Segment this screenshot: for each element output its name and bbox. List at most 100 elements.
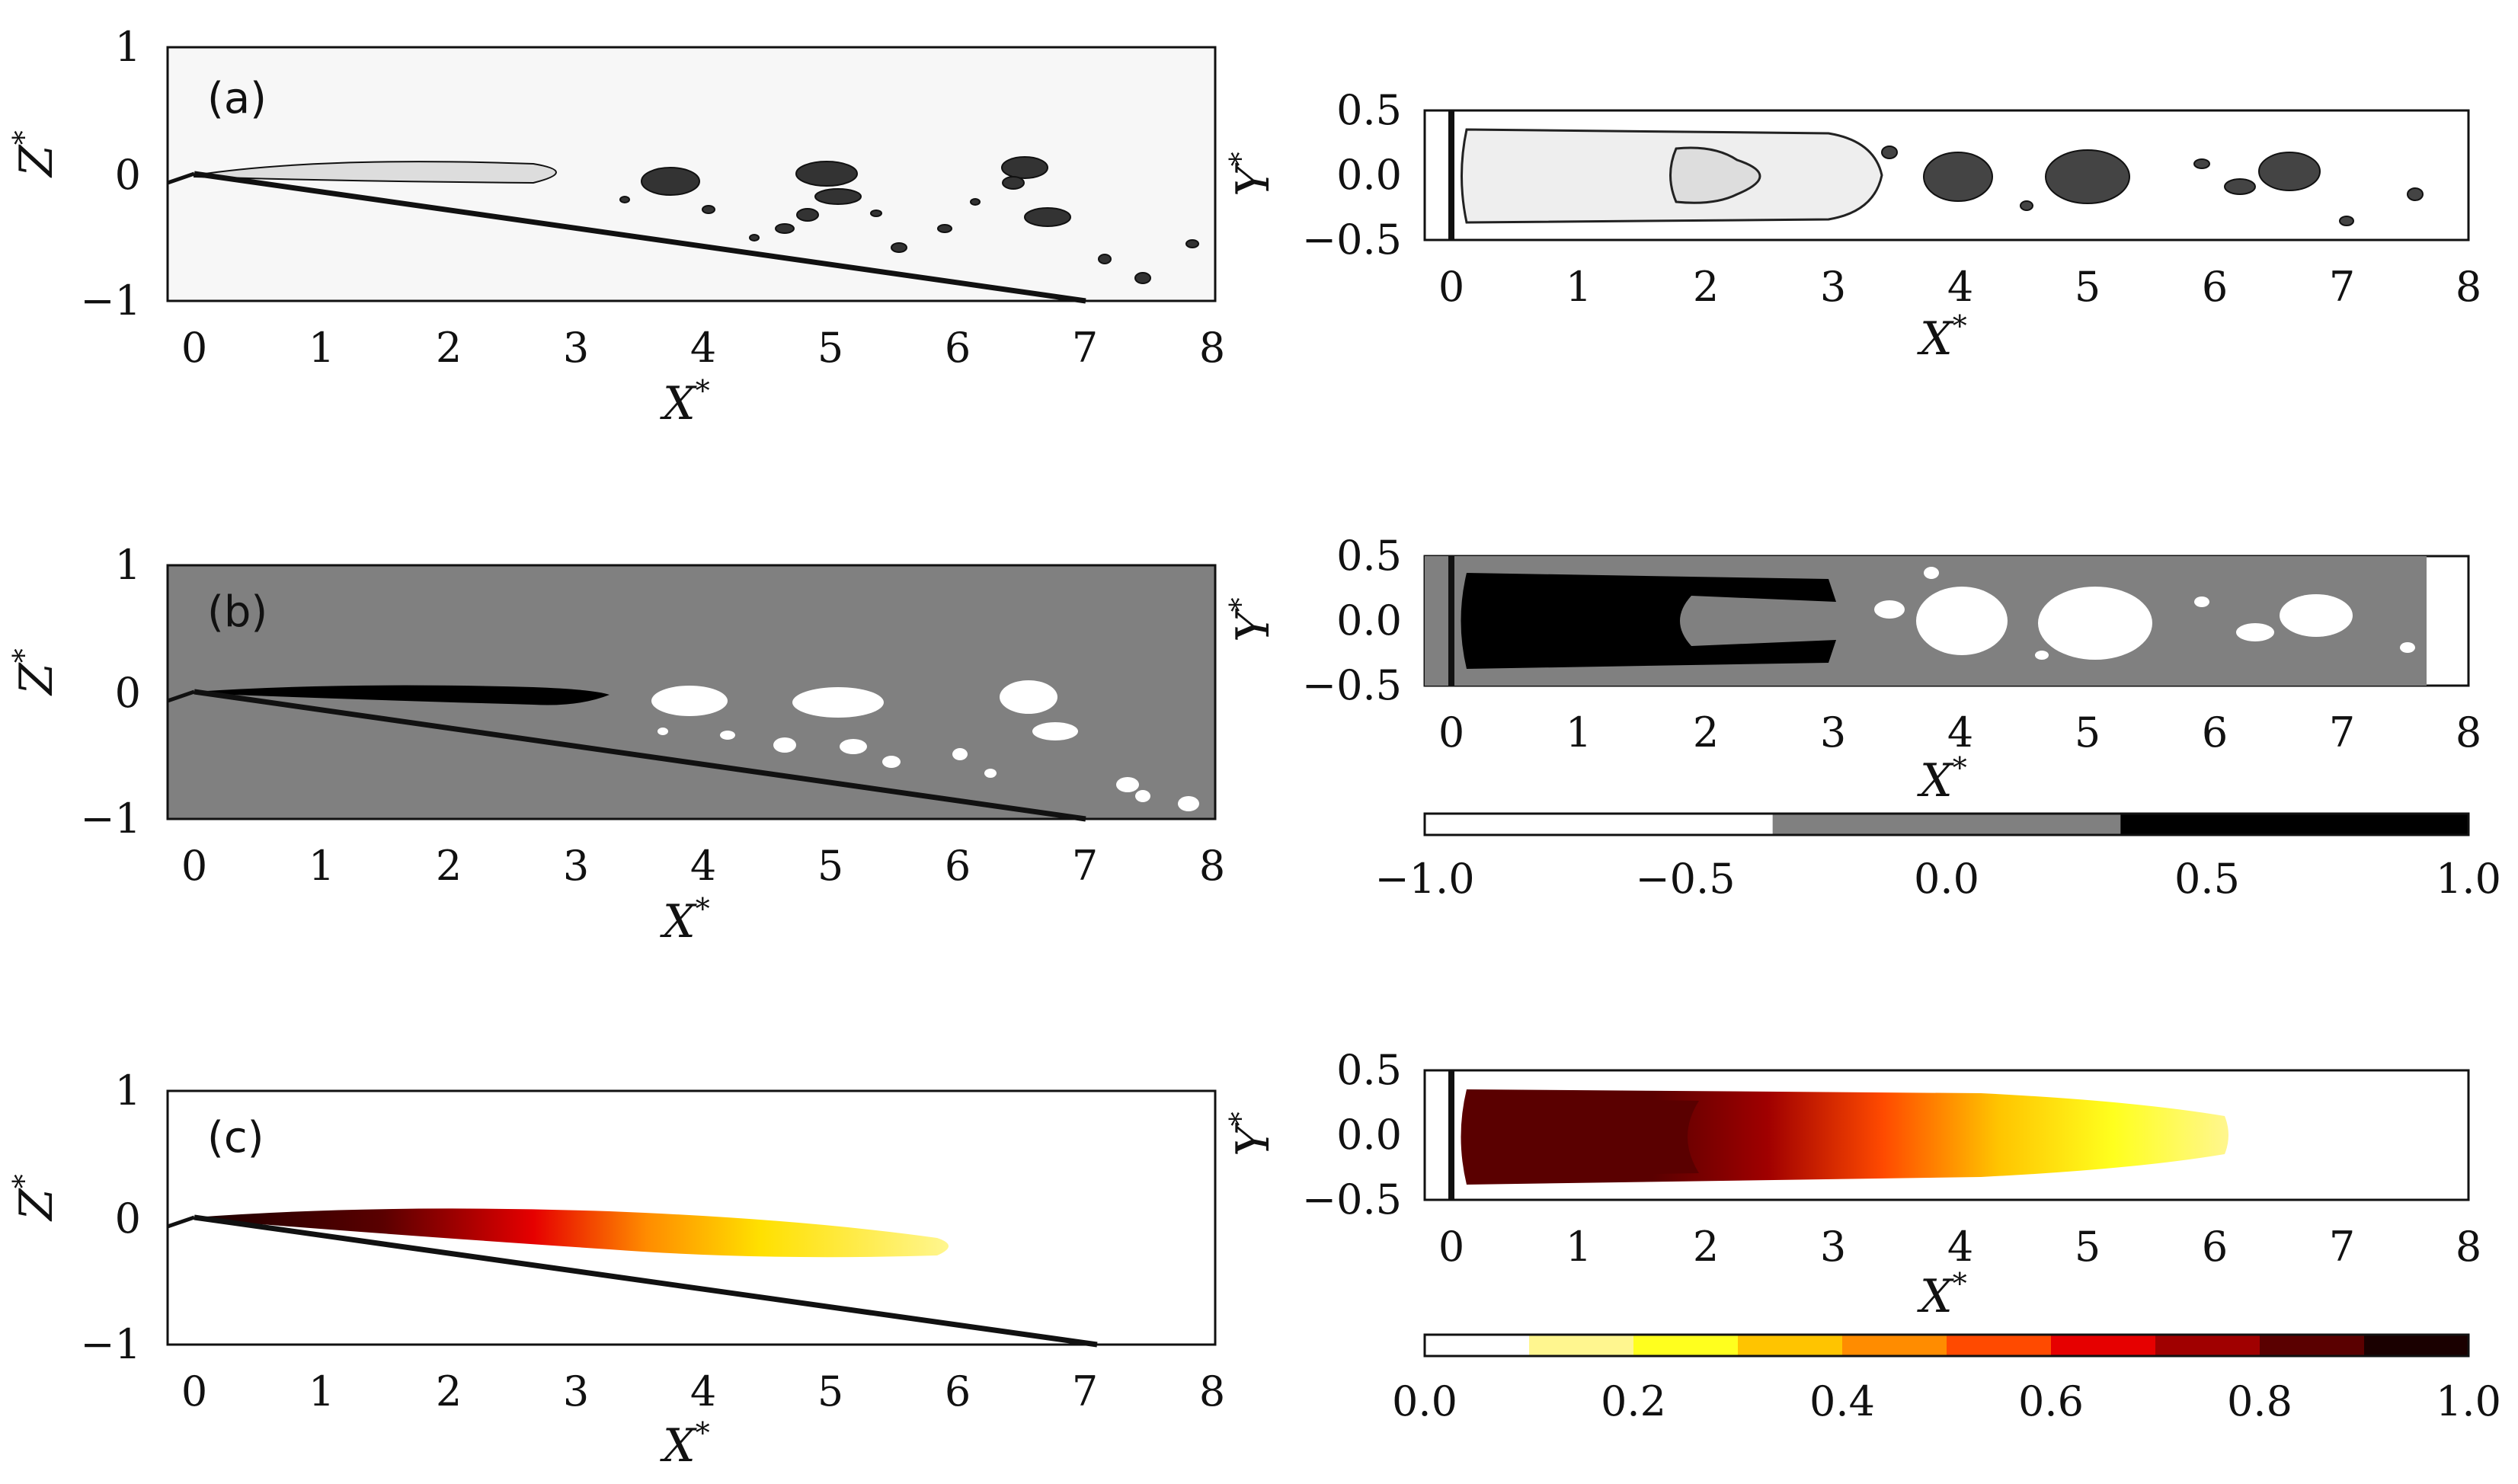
panel-b-top-ylabel: Y* <box>1224 597 1280 642</box>
panel-c-xtick: 0 <box>181 1367 207 1415</box>
panel-c-top-ytick: 0.0 <box>1336 1111 1402 1159</box>
panel-a-xtick: 7 <box>1072 324 1098 372</box>
panel-a-xlabel: X* <box>660 374 710 430</box>
panel-c-side: (c) 1 0 −1 0 1 2 3 4 5 6 7 8 X* Z* <box>7 1067 1225 1473</box>
panel-a-side-ramp <box>194 171 1086 304</box>
frequency-colorbar-cell <box>1425 1335 1530 1356</box>
panel-b-top-xlabel: X* <box>1917 751 1967 808</box>
panel-b-top: 0.5 0.0 −0.5 0 1 2 3 4 5 6 7 8 X* Y* <box>1224 532 2481 808</box>
panel-c-top-ytick: 0.5 <box>1336 1046 1402 1094</box>
panel-a-top-bubbles <box>1881 146 2424 226</box>
frequency-colorbar-cell <box>1842 1335 1947 1356</box>
phase-colorbar-cell <box>2120 814 2469 835</box>
panel-a-top-ytick: 0.0 <box>1336 151 1402 199</box>
panel-b-top-bubbles <box>1874 567 2415 660</box>
frequency-colorbar-cell <box>1738 1335 1843 1356</box>
panel-a-top-xtick: 8 <box>2456 263 2481 311</box>
panel-b-top-xtick: 1 <box>1566 708 1592 756</box>
phase-colorbar-tick: −1.0 <box>1374 855 1474 903</box>
frequency-colorbar: 0.0 0.2 0.4 0.6 0.8 1.0 <box>1392 1333 2501 1425</box>
panel-c-top-xlabel: X* <box>1917 1267 1967 1323</box>
panel-a-top-ytick: −0.5 <box>1302 216 1402 264</box>
panel-b-xtick: 1 <box>309 842 334 890</box>
phase-colorbar-frame <box>1423 812 2470 836</box>
panel-c-side-yticks: 1 0 −1 <box>80 1067 141 1368</box>
panel-c-ytick: −1 <box>80 1320 141 1368</box>
panel-a-top-xtick: 1 <box>1566 263 1592 311</box>
panel-c-top-xtick: 3 <box>1820 1223 1846 1271</box>
panel-b-xtick: 8 <box>1199 842 1225 890</box>
phase-colorbar-cell <box>1425 814 1774 835</box>
frequency-colorbar-ticks: 0.0 0.2 0.4 0.6 0.8 1.0 <box>1392 1377 2501 1425</box>
panel-a-top-xtick: 5 <box>2075 263 2100 311</box>
panel-c-xtick: 5 <box>817 1367 843 1415</box>
panel-c-top-yticks: 0.5 0.0 −0.5 <box>1302 1046 1402 1223</box>
phase-colorbar-tick: 1.0 <box>2436 855 2501 903</box>
panel-c-side-ramp <box>194 1214 1098 1348</box>
panel-b-top-ytick: 0.0 <box>1336 596 1402 644</box>
panel-b-xlabel: X* <box>660 892 710 948</box>
panel-b-top-xtick: 4 <box>1947 708 1973 756</box>
panel-c-top-xticks: 0 1 2 3 4 5 6 7 8 <box>1438 1223 2481 1271</box>
panel-b-ytick: 0 <box>115 669 141 717</box>
panel-b-xtick: 3 <box>563 842 589 890</box>
panel-a-top-plume <box>1669 146 1761 204</box>
panel-a-ytick-0: 0 <box>115 151 141 199</box>
panel-b-side-yticks: 1 0 −1 <box>80 541 141 843</box>
phase-colorbar-tick: −0.5 <box>1635 855 1735 903</box>
panel-b-top-xtick: 8 <box>2456 708 2481 756</box>
panel-b-xtick: 5 <box>817 842 843 890</box>
frequency-colorbar-cell <box>2051 1335 2156 1356</box>
panel-a-xtick: 2 <box>436 324 462 372</box>
panel-a-side: (a) 1 0 −1 0 1 2 3 4 5 6 7 8 X* Z* <box>7 23 1225 430</box>
frequency-colorbar-tick: 1.0 <box>2436 1377 2501 1425</box>
frequency-colorbar-tick: 0.2 <box>1601 1377 1666 1425</box>
frequency-colorbar-cell <box>1633 1335 1739 1356</box>
panel-b-top-xtick: 0 <box>1438 708 1464 756</box>
panel-a-xtick: 3 <box>563 324 589 372</box>
frequency-colorbar-cell <box>2260 1335 2365 1356</box>
panel-b-xtick: 0 <box>181 842 207 890</box>
frequency-colorbar-tick: 0.8 <box>2227 1377 2292 1425</box>
panel-c-xtick: 1 <box>309 1367 334 1415</box>
frequency-colorbar-cell <box>2364 1335 2469 1356</box>
panel-b-side-ramp <box>194 689 1086 822</box>
phase-colorbar-cell <box>1772 814 2121 835</box>
panel-c-top-ytick: −0.5 <box>1302 1175 1402 1223</box>
panel-c-top-core <box>1467 1097 1699 1177</box>
panel-b-top-xticks: 0 1 2 3 4 5 6 7 8 <box>1438 708 2481 756</box>
phase-colorbar-tick: 0.0 <box>1914 855 1979 903</box>
panel-a-top-xtick: 6 <box>2202 263 2228 311</box>
panel-b-xtick: 6 <box>945 842 971 890</box>
phase-colorbar-tick: 0.5 <box>2174 855 2240 903</box>
panel-b-ylabel: Z* <box>7 648 63 696</box>
panel-a-xtick: 5 <box>817 324 843 372</box>
panel-b-top-xtick: 5 <box>2075 708 2100 756</box>
panel-a-top-xticks: 0 1 2 3 4 5 6 7 8 <box>1438 263 2481 311</box>
panel-c-top-xtick: 6 <box>2202 1223 2228 1271</box>
panel-b-side-bubbles <box>651 680 1199 811</box>
panel-b-side-wall <box>167 689 195 703</box>
panel-b-top-ytick: 0.5 <box>1336 532 1402 580</box>
panel-a-ylabel: Z* <box>7 130 63 178</box>
panel-c-label: (c) <box>207 1113 264 1163</box>
panel-b-top-yticks: 0.5 0.0 −0.5 <box>1302 532 1402 709</box>
frequency-colorbar-tick: 0.6 <box>2018 1377 2084 1425</box>
panel-b-top-ytick: −0.5 <box>1302 661 1402 709</box>
panel-c-side-wall <box>167 1215 195 1229</box>
frequency-colorbar-tick: 0.0 <box>1392 1377 1457 1425</box>
panel-c-top-xtick: 4 <box>1947 1223 1973 1271</box>
phase-colorbar-ticks: −1.0 −0.5 0.0 0.5 1.0 <box>1374 855 2501 903</box>
panel-c-top-xtick: 8 <box>2456 1223 2481 1271</box>
panel-c-ytick: 0 <box>115 1195 141 1243</box>
panel-a-top-xtick: 4 <box>1947 263 1973 311</box>
panel-b-xtick: 7 <box>1072 842 1098 890</box>
panel-b-top-xtick: 6 <box>2202 708 2228 756</box>
panel-a-top-xtick: 0 <box>1438 263 1464 311</box>
panel-a-top-xlabel: X* <box>1917 309 1967 366</box>
frequency-colorbar-tick: 0.4 <box>1809 1377 1875 1425</box>
panel-c-xtick: 4 <box>690 1367 716 1415</box>
panel-a-top-xtick: 2 <box>1693 263 1719 311</box>
panel-a-top-ylabel: Y* <box>1224 152 1280 197</box>
